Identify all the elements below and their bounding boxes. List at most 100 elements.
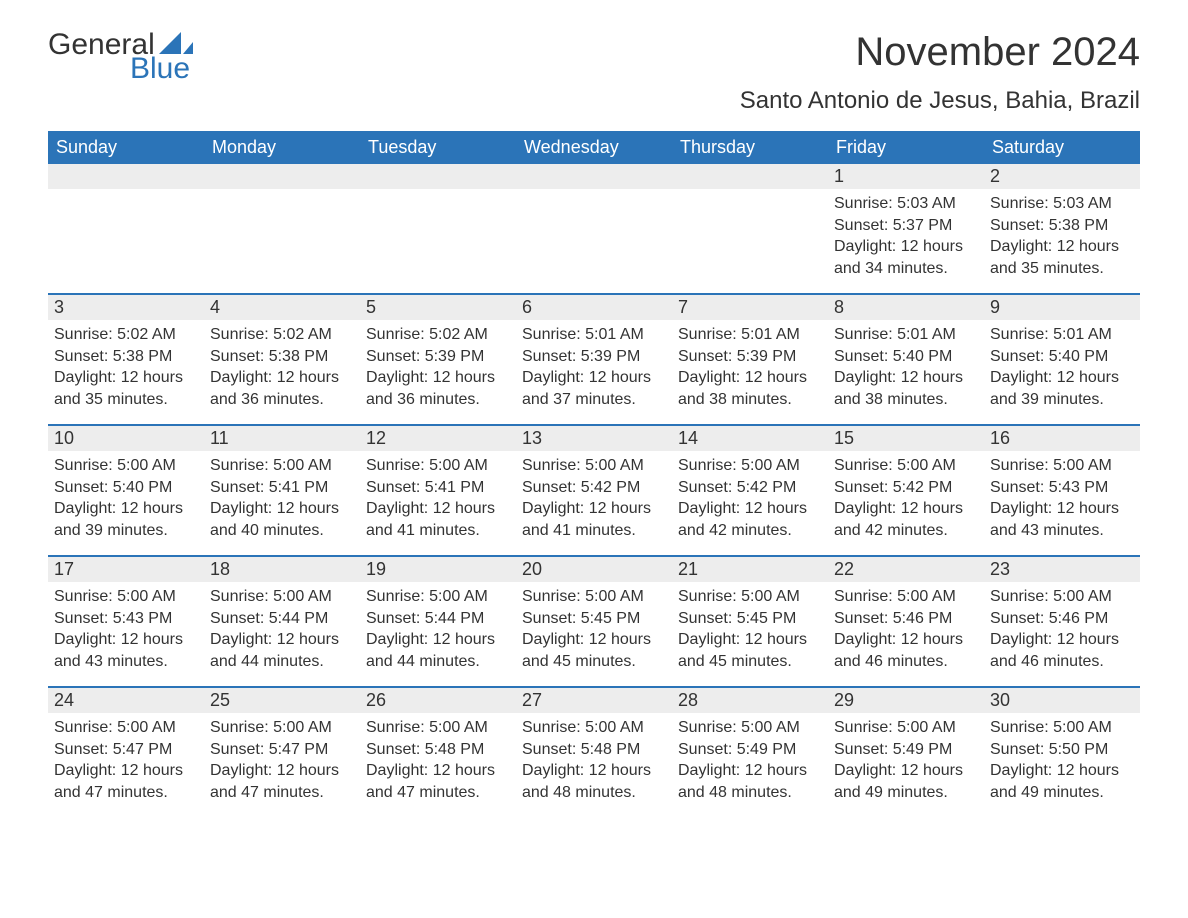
calendar-week: 17Sunrise: 5:00 AMSunset: 5:43 PMDayligh… [48,557,1140,687]
day-sunset: Sunset: 5:40 PM [54,477,198,499]
day-sunrise: Sunrise: 5:00 AM [210,586,354,608]
day-sunrise: Sunrise: 5:01 AM [678,324,822,346]
day-daylight: Daylight: 12 hours and 39 minutes. [990,367,1134,410]
calendar-cell: 30Sunrise: 5:00 AMSunset: 5:50 PMDayligh… [984,688,1140,818]
calendar-cell: 11 Sunrise: 5:00 AMSunset: 5:41 PMDayligh… [204,426,360,556]
day-details: Sunrise: 5:00 AMSunset: 5:42 PMDaylight:… [828,451,984,551]
day-sunset: Sunset: 5:42 PM [522,477,666,499]
day-sunrise: Sunrise: 5:00 AM [834,455,978,477]
day-sunset: Sunset: 5:38 PM [210,346,354,368]
month-title: November 2024 [740,30,1140,75]
day-details: Sunrise: 5:01 AMSunset: 5:39 PMDaylight:… [516,320,672,420]
day-sunset: Sunset: 5:39 PM [366,346,510,368]
day-number: 13 [516,426,672,451]
logo-text-blue: Blue [130,54,193,84]
day-sunrise: Sunrise: 5:01 AM [522,324,666,346]
day-number: 12 [360,426,516,451]
day-number [204,164,360,189]
day-sunrise: Sunrise: 5:03 AM [990,193,1134,215]
day-details: Sunrise: 5:00 AMSunset: 5:45 PMDaylight:… [672,582,828,682]
day-sunset: Sunset: 5:49 PM [678,739,822,761]
calendar-cell: 2Sunrise: 5:03 AMSunset: 5:38 PMDaylight… [984,164,1140,294]
day-details: Sunrise: 5:00 AMSunset: 5:50 PMDaylight:… [984,713,1140,813]
day-details: Sunrise: 5:01 AMSunset: 5:40 PMDaylight:… [984,320,1140,420]
day-details: Sunrise: 5:00 AMSunset: 5:45 PMDaylight:… [516,582,672,682]
title-block: November 2024 Santo Antonio de Jesus, Ba… [740,30,1140,125]
calendar-cell: 22Sunrise: 5:00 AMSunset: 5:46 PMDayligh… [828,557,984,687]
day-sunrise: Sunrise: 5:00 AM [210,455,354,477]
day-sunset: Sunset: 5:44 PM [210,608,354,630]
day-daylight: Daylight: 12 hours and 41 minutes. [366,498,510,541]
day-daylight: Daylight: 12 hours and 45 minutes. [678,629,822,672]
calendar-cell: 14Sunrise: 5:00 AMSunset: 5:42 PMDayligh… [672,426,828,556]
day-sunrise: Sunrise: 5:00 AM [678,717,822,739]
day-number: 14 [672,426,828,451]
day-sunrise: Sunrise: 5:00 AM [834,717,978,739]
day-daylight: Daylight: 12 hours and 48 minutes. [522,760,666,803]
day-details: Sunrise: 5:00 AMSunset: 5:46 PMDaylight:… [984,582,1140,682]
day-number [516,164,672,189]
day-sunset: Sunset: 5:49 PM [834,739,978,761]
day-number: 21 [672,557,828,582]
calendar-cell [672,164,828,294]
day-sunrise: Sunrise: 5:00 AM [54,717,198,739]
weekday-header: Monday [204,131,360,164]
day-number: 10 [48,426,204,451]
calendar-cell: 20Sunrise: 5:00 AMSunset: 5:45 PMDayligh… [516,557,672,687]
day-number: 22 [828,557,984,582]
calendar-cell: 3Sunrise: 5:02 AMSunset: 5:38 PMDaylight… [48,295,204,425]
day-sunset: Sunset: 5:41 PM [366,477,510,499]
day-sunset: Sunset: 5:39 PM [678,346,822,368]
calendar-cell: 27Sunrise: 5:00 AMSunset: 5:48 PMDayligh… [516,688,672,818]
day-daylight: Daylight: 12 hours and 45 minutes. [522,629,666,672]
day-number: 15 [828,426,984,451]
day-details: Sunrise: 5:00 AMSunset: 5:48 PMDaylight:… [516,713,672,813]
calendar-cell: 21Sunrise: 5:00 AMSunset: 5:45 PMDayligh… [672,557,828,687]
day-number: 18 [204,557,360,582]
day-daylight: Daylight: 12 hours and 38 minutes. [678,367,822,410]
day-details: Sunrise: 5:00 AMSunset: 5:40 PMDaylight:… [48,451,204,551]
weekday-header: Sunday [48,131,204,164]
calendar-cell: 9Sunrise: 5:01 AMSunset: 5:40 PMDaylight… [984,295,1140,425]
day-number: 9 [984,295,1140,320]
logo: General Blue [48,30,193,84]
calendar-table: Sunday Monday Tuesday Wednesday Thursday… [48,131,1140,818]
day-daylight: Daylight: 12 hours and 42 minutes. [678,498,822,541]
calendar-cell: 15Sunrise: 5:00 AMSunset: 5:42 PMDayligh… [828,426,984,556]
day-sunset: Sunset: 5:38 PM [990,215,1134,237]
calendar-cell [48,164,204,294]
day-number: 8 [828,295,984,320]
calendar-cell: 24Sunrise: 5:00 AMSunset: 5:47 PMDayligh… [48,688,204,818]
day-sunset: Sunset: 5:43 PM [990,477,1134,499]
day-sunrise: Sunrise: 5:00 AM [54,455,198,477]
day-daylight: Daylight: 12 hours and 48 minutes. [678,760,822,803]
day-details: Sunrise: 5:00 AMSunset: 5:42 PMDaylight:… [516,451,672,551]
day-number: 26 [360,688,516,713]
day-daylight: Daylight: 12 hours and 40 minutes. [210,498,354,541]
day-daylight: Daylight: 12 hours and 44 minutes. [366,629,510,672]
day-details: Sunrise: 5:00 AMSunset: 5:43 PMDaylight:… [48,582,204,682]
day-number: 29 [828,688,984,713]
day-daylight: Daylight: 12 hours and 35 minutes. [54,367,198,410]
calendar-cell: 5Sunrise: 5:02 AMSunset: 5:39 PMDaylight… [360,295,516,425]
calendar-week: 3Sunrise: 5:02 AMSunset: 5:38 PMDaylight… [48,295,1140,425]
day-sunrise: Sunrise: 5:00 AM [678,586,822,608]
day-sunset: Sunset: 5:41 PM [210,477,354,499]
day-sunset: Sunset: 5:38 PM [54,346,198,368]
day-details: Sunrise: 5:00 AMSunset: 5:49 PMDaylight:… [828,713,984,813]
day-sunset: Sunset: 5:42 PM [678,477,822,499]
day-sunset: Sunset: 5:48 PM [522,739,666,761]
day-number: 4 [204,295,360,320]
day-sunset: Sunset: 5:47 PM [54,739,198,761]
calendar-cell: 26Sunrise: 5:00 AMSunset: 5:48 PMDayligh… [360,688,516,818]
day-details: Sunrise: 5:03 AMSunset: 5:38 PMDaylight:… [984,189,1140,289]
day-number: 11 [204,426,360,451]
calendar-cell: 19Sunrise: 5:00 AMSunset: 5:44 PMDayligh… [360,557,516,687]
calendar-week: 1Sunrise: 5:03 AMSunset: 5:37 PMDaylight… [48,164,1140,294]
day-sunset: Sunset: 5:40 PM [834,346,978,368]
day-daylight: Daylight: 12 hours and 39 minutes. [54,498,198,541]
calendar-cell [360,164,516,294]
calendar-week: 10Sunrise: 5:00 AMSunset: 5:40 PMDayligh… [48,426,1140,556]
day-details: Sunrise: 5:00 AMSunset: 5:47 PMDaylight:… [204,713,360,813]
day-daylight: Daylight: 12 hours and 43 minutes. [54,629,198,672]
